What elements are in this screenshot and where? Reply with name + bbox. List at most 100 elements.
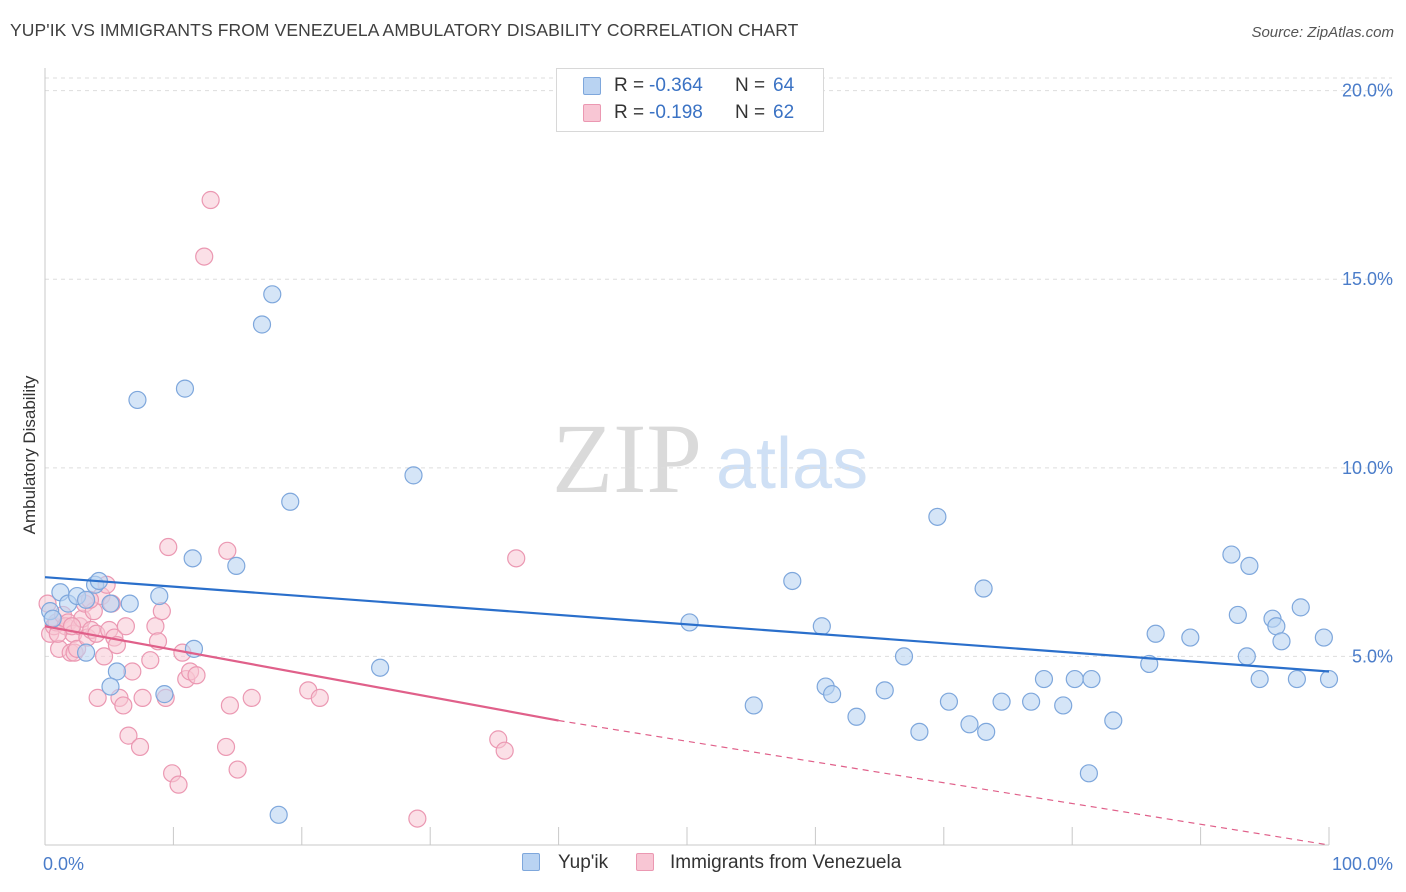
data-point-yupik (43, 609, 62, 628)
data-point-yupik (1228, 605, 1247, 625)
chart-title: YUP'IK VS IMMIGRANTS FROM VENEZUELA AMBU… (10, 20, 799, 40)
data-point-venezuela (228, 760, 247, 779)
bottom-legend-label-yupik: Yup'ik (558, 852, 609, 873)
y-tick-label: 15.0% (1342, 269, 1393, 289)
data-point-yupik (1079, 764, 1098, 783)
data-point-yupik (76, 590, 96, 609)
data-point-yupik (939, 692, 959, 711)
data-point-yupik (281, 492, 300, 511)
data-point-venezuela (116, 617, 135, 636)
data-point-yupik (910, 722, 929, 741)
data-point-yupik (371, 658, 390, 677)
data-point-yupik (1022, 692, 1041, 711)
data-point-yupik (992, 692, 1011, 711)
data-point-venezuela (133, 688, 152, 707)
data-point-yupik (1104, 711, 1123, 730)
trend-line-venezuela (44, 625, 559, 722)
data-point-venezuela (141, 651, 160, 670)
data-point-yupik (977, 722, 996, 741)
trend-line-venezuela-extrapolated (558, 719, 1330, 846)
data-point-yupik (875, 681, 894, 700)
data-point-yupik (1146, 624, 1165, 643)
data-point-yupik (1222, 545, 1241, 564)
data-point-venezuela (88, 688, 107, 707)
data-point-venezuela (216, 737, 236, 757)
bottom-legend-label-venezuela: Immigrants from Venezuela (670, 852, 902, 873)
data-point-yupik (183, 549, 202, 568)
data-point-venezuela (220, 696, 239, 715)
data-point-yupik (960, 715, 979, 734)
data-point-yupik (101, 594, 120, 613)
data-point-yupik (1237, 647, 1256, 666)
legend-r-label: R = (614, 102, 645, 123)
series-venezuela-points (38, 190, 526, 828)
legend-n-value: 62 (773, 102, 795, 123)
data-point-yupik (1065, 669, 1084, 689)
data-point-venezuela (408, 809, 427, 828)
data-point-yupik (1034, 669, 1054, 689)
data-point-yupik (150, 586, 169, 606)
data-point-yupik (128, 390, 147, 410)
series-yupik-points (41, 285, 1339, 824)
data-point-yupik (155, 685, 174, 704)
legend-n-label: N = (735, 75, 766, 96)
grid (45, 77, 1392, 657)
data-point-venezuela (159, 537, 178, 557)
data-point-venezuela (94, 647, 114, 666)
data-point-yupik (847, 707, 866, 726)
legend-swatch-yupik (583, 77, 601, 95)
data-point-yupik (120, 594, 139, 613)
data-point-venezuela (195, 247, 214, 266)
data-point-venezuela (495, 741, 514, 760)
legend-r-label: R = (614, 75, 645, 96)
bottom-legend-swatch-yupik (522, 853, 540, 871)
y-tick-label: 5.0% (1352, 646, 1393, 666)
data-point-yupik (1267, 617, 1286, 636)
data-point-yupik (822, 685, 842, 704)
legend-row-venezuela: R = -0.198 N = 62 (557, 101, 823, 127)
legend-swatch-venezuela (583, 104, 601, 122)
watermark: ZIP atlas (552, 403, 868, 514)
watermark-zip: ZIP (552, 403, 702, 514)
watermark-atlas: atlas (716, 424, 868, 504)
data-point-yupik (1319, 669, 1339, 689)
data-point-venezuela (123, 662, 142, 681)
data-point-yupik (894, 647, 914, 666)
data-point-yupik (175, 379, 195, 398)
data-point-yupik (1314, 628, 1333, 647)
data-point-venezuela (169, 775, 188, 794)
data-point-venezuela (242, 688, 261, 707)
x-tick-label: 0.0% (43, 854, 84, 874)
data-point-yupik (812, 617, 831, 636)
data-point-yupik (404, 466, 423, 485)
y-tick-label: 10.0% (1342, 458, 1393, 478)
legend-n-label: N = (735, 102, 766, 123)
data-point-yupik (974, 579, 993, 598)
data-point-yupik (76, 643, 96, 662)
legend-n-value: 64 (773, 75, 795, 96)
y-axis-title: Ambulatory Disability (20, 375, 39, 534)
data-point-yupik (1240, 556, 1259, 575)
data-point-venezuela (146, 617, 165, 636)
data-point-yupik (269, 805, 288, 824)
data-point-yupik (1250, 669, 1269, 689)
trend-lines (44, 576, 1330, 846)
legend-r-value: -0.198 (649, 102, 703, 123)
data-point-venezuela (119, 726, 138, 745)
data-point-venezuela (187, 666, 206, 685)
y-tick-label: 20.0% (1342, 81, 1393, 101)
x-tick-label: 100.0% (1332, 854, 1393, 874)
correlation-legend: R = -0.364 N = 64 R = -0.198 N = 62 (556, 68, 824, 132)
data-point-venezuela (130, 737, 150, 757)
data-point-yupik (107, 662, 127, 681)
data-point-yupik (1272, 632, 1291, 651)
legend-row-yupik: R = -0.364 N = 64 (557, 74, 823, 100)
data-point-yupik (1291, 598, 1310, 617)
data-point-venezuela (201, 190, 220, 210)
data-point-yupik (1181, 628, 1200, 647)
data-point-venezuela (218, 541, 237, 560)
data-point-yupik (1287, 669, 1307, 689)
data-point-yupik (227, 556, 246, 575)
data-point-venezuela (507, 549, 526, 568)
